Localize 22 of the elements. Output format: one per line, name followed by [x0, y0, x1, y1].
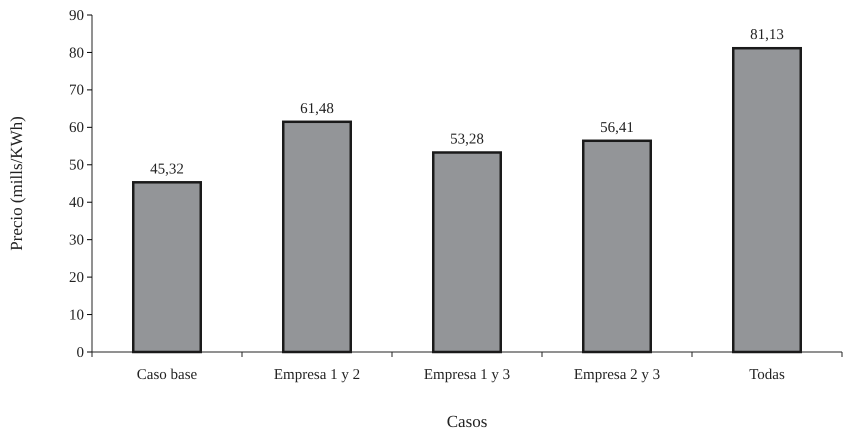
x-tick-label: Todas — [749, 367, 785, 383]
y-tick-label: 50 — [69, 158, 84, 174]
y-tick-label: 80 — [69, 45, 84, 62]
data-label: 56,41 — [600, 120, 634, 136]
y-tick-label: 40 — [69, 195, 84, 212]
y-tick-label: 10 — [69, 307, 84, 324]
y-tick-label: 30 — [69, 232, 84, 248]
y-tick-label: 0 — [76, 344, 84, 361]
y-tick-label: 20 — [69, 270, 84, 286]
x-tick-label: Empresa 1 y 2 — [274, 367, 360, 383]
x-tick-label: Empresa 2 y 3 — [574, 367, 660, 383]
data-label: 81,13 — [750, 27, 784, 44]
y-tick-label: 60 — [69, 120, 84, 136]
y-axis-title: Precio (mills/KWh) — [7, 116, 26, 251]
y-tick-label: 90 — [69, 8, 84, 24]
data-label: 45,32 — [150, 161, 184, 178]
x-tick-label: Empresa 1 y 3 — [424, 367, 510, 383]
y-tick-label: 70 — [69, 82, 84, 99]
x-tick-label: Caso base — [136, 367, 198, 383]
data-label: 53,28 — [450, 131, 484, 148]
data-label: 61,48 — [300, 100, 334, 117]
x-axis-title: Casos — [446, 412, 488, 431]
